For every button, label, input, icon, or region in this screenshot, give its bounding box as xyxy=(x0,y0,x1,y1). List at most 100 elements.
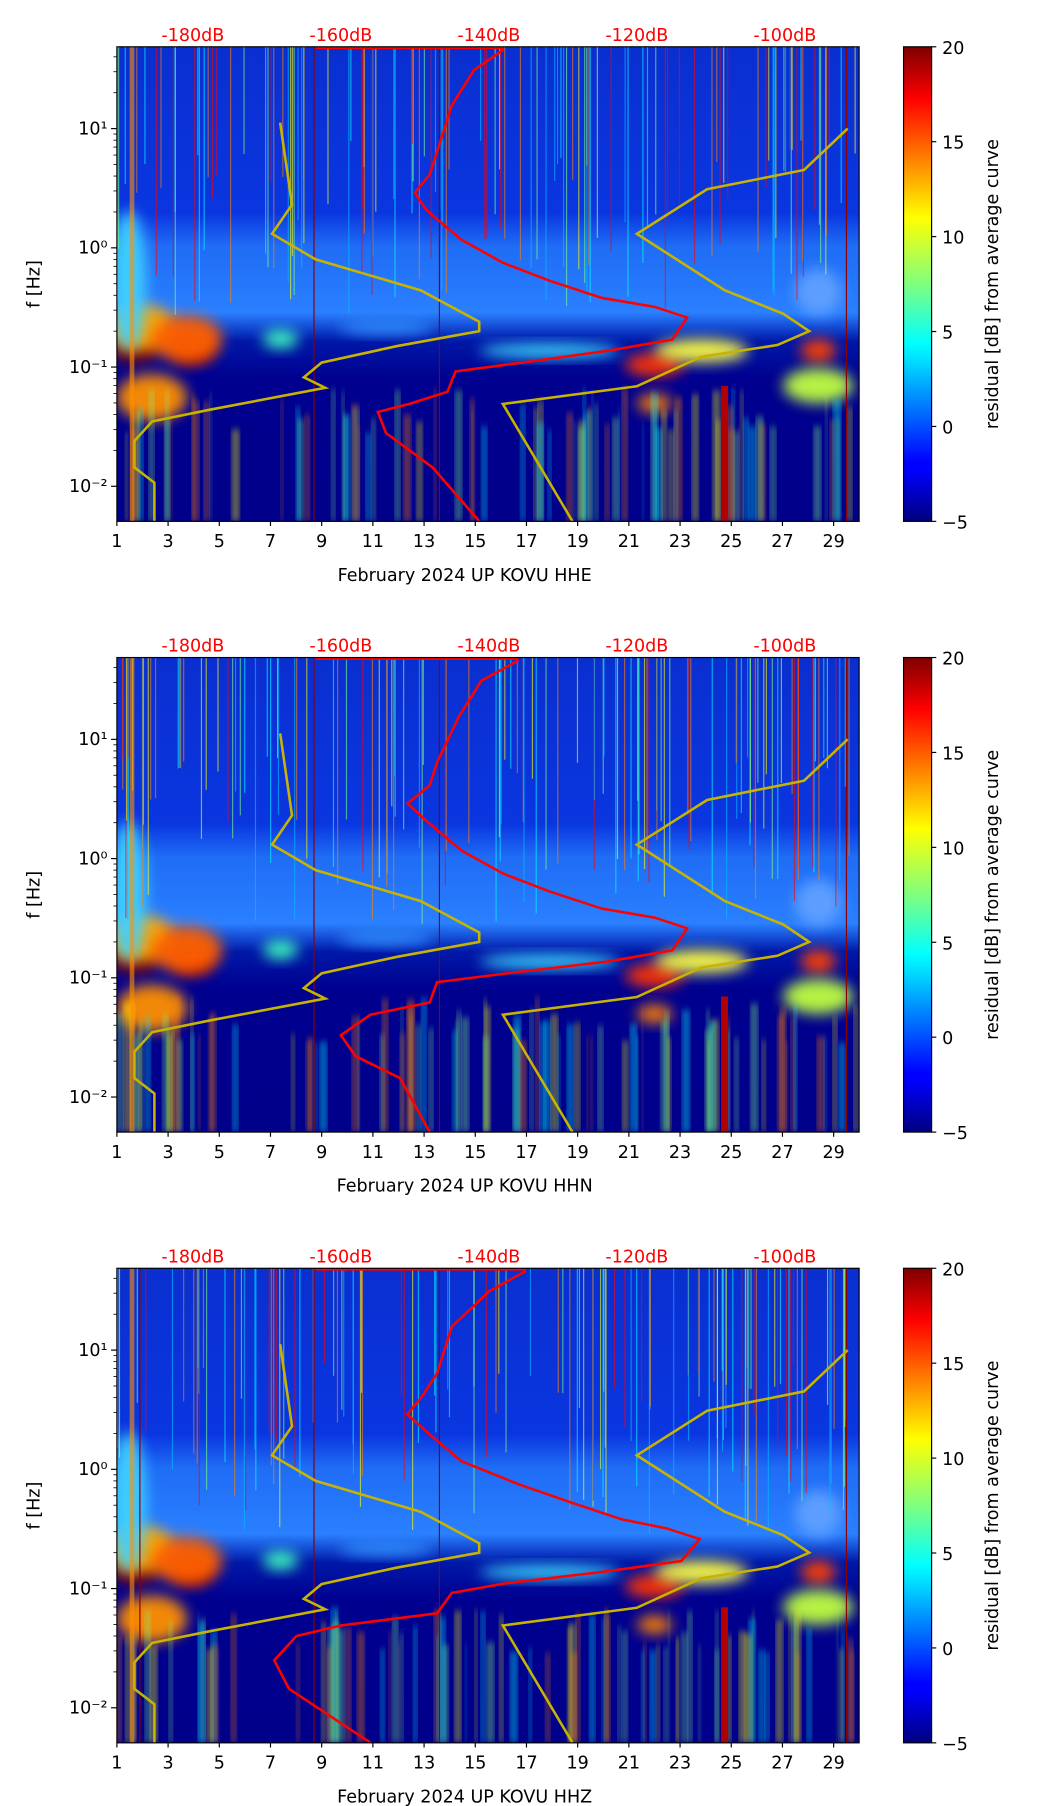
long-period-streak xyxy=(321,1041,326,1133)
transient-streak xyxy=(333,1268,335,1376)
transient-streak xyxy=(403,657,405,830)
x-tick-label: 17 xyxy=(515,1754,537,1774)
transient-streak xyxy=(203,46,205,251)
transient-streak xyxy=(202,1268,205,1368)
long-period-streak xyxy=(744,417,748,522)
x-tick-label: 25 xyxy=(720,532,742,552)
long-period-streak xyxy=(567,1626,571,1743)
spectral-energy-blob xyxy=(263,940,299,960)
long-period-streak xyxy=(707,1040,710,1133)
transient-streak xyxy=(768,46,770,161)
long-period-streak xyxy=(622,387,627,522)
y-tick-label: 10⁰ xyxy=(78,849,107,869)
transient-streak xyxy=(363,46,365,234)
transient-streak xyxy=(448,1268,451,1418)
transient-streak xyxy=(596,46,598,238)
transient-streak xyxy=(592,1268,594,1501)
transient-streak xyxy=(393,46,395,200)
transient-streak xyxy=(337,657,339,885)
reference-noise-model-curve xyxy=(500,127,849,522)
transient-streak xyxy=(828,46,830,145)
transient-streak xyxy=(664,46,666,308)
transient-streak xyxy=(270,657,272,863)
long-period-streak xyxy=(552,1014,557,1133)
long-period-streak xyxy=(583,388,586,522)
long-period-streak xyxy=(134,412,139,522)
transient-streak xyxy=(529,1268,531,1377)
transient-streak xyxy=(505,1268,507,1453)
long-period-streak xyxy=(598,1025,602,1133)
long-period-streak xyxy=(434,387,437,522)
transient-streak xyxy=(588,46,590,266)
colorbar-tick-label: 5 xyxy=(942,1545,953,1565)
transient-streak xyxy=(667,46,669,227)
colorbar-tick-label: 20 xyxy=(942,650,964,670)
transient-streak xyxy=(775,46,777,239)
long-period-streak xyxy=(511,1651,517,1743)
transient-streak xyxy=(843,1268,845,1487)
transient-streak xyxy=(230,46,232,303)
long-period-streak xyxy=(442,1644,448,1743)
long-period-streak xyxy=(322,1622,326,1743)
transient-streak xyxy=(791,46,793,150)
transient-streak xyxy=(327,46,329,205)
long-period-streak xyxy=(540,1021,545,1133)
spectral-energy-blob xyxy=(783,978,854,1015)
transient-streak xyxy=(324,1268,326,1364)
transient-streak xyxy=(412,46,414,182)
transient-streak xyxy=(584,46,586,283)
x-tick-label: 3 xyxy=(163,1754,174,1774)
colorbar-tick-label: −5 xyxy=(942,513,968,533)
x-tick-label: 11 xyxy=(362,1143,384,1163)
long-period-streak xyxy=(676,397,681,522)
long-period-streak xyxy=(726,1634,731,1743)
long-period-streak xyxy=(296,1642,299,1743)
long-period-streak xyxy=(484,1036,488,1133)
transient-streak xyxy=(336,1268,339,1423)
long-period-streak xyxy=(815,426,820,522)
spectral-energy-blob xyxy=(794,268,842,316)
long-period-streak xyxy=(841,1629,844,1743)
transient-streak xyxy=(273,46,275,269)
transient-streak xyxy=(735,657,737,764)
transient-streak xyxy=(196,1268,198,1464)
long-period-streak xyxy=(590,1614,595,1743)
long-period-streak xyxy=(590,1036,593,1133)
transient-streak xyxy=(299,1268,301,1477)
long-period-streak xyxy=(721,1607,729,1743)
transient-streak xyxy=(129,1268,135,1743)
transient-streak xyxy=(434,1268,436,1396)
long-period-streak xyxy=(404,414,410,522)
long-period-streak xyxy=(342,391,344,522)
transient-streak xyxy=(200,657,203,839)
long-period-streak xyxy=(824,1036,827,1133)
colorbar-tick-label: −5 xyxy=(942,1735,968,1755)
transient-streak xyxy=(844,657,846,787)
colorbar-tick-label: 0 xyxy=(942,1640,953,1660)
transient-streak xyxy=(194,46,196,301)
y-tick-label: 10⁻¹ xyxy=(69,358,108,378)
transient-streak xyxy=(687,657,689,815)
transient-streak xyxy=(441,46,443,291)
long-period-streak xyxy=(662,409,666,522)
long-period-streak xyxy=(457,1010,461,1133)
long-period-streak xyxy=(740,390,743,522)
spectral-energy-blob xyxy=(338,1541,433,1556)
transient-streak xyxy=(603,657,605,757)
transient-streak xyxy=(636,1268,638,1487)
long-period-streak xyxy=(125,432,128,522)
long-period-streak xyxy=(721,996,729,1133)
y-tick-label: 10⁰ xyxy=(78,1460,107,1480)
long-period-streak xyxy=(204,401,209,522)
long-period-streak xyxy=(117,1012,122,1133)
transient-streak xyxy=(510,657,512,769)
transient-streak xyxy=(805,1268,807,1493)
long-period-streak xyxy=(475,1609,477,1743)
long-period-streak xyxy=(142,1027,144,1133)
long-period-streak xyxy=(594,403,598,522)
transient-streak xyxy=(375,46,377,212)
long-period-streak xyxy=(146,1016,150,1133)
transient-streak xyxy=(418,657,420,848)
transient-streak xyxy=(267,46,269,268)
